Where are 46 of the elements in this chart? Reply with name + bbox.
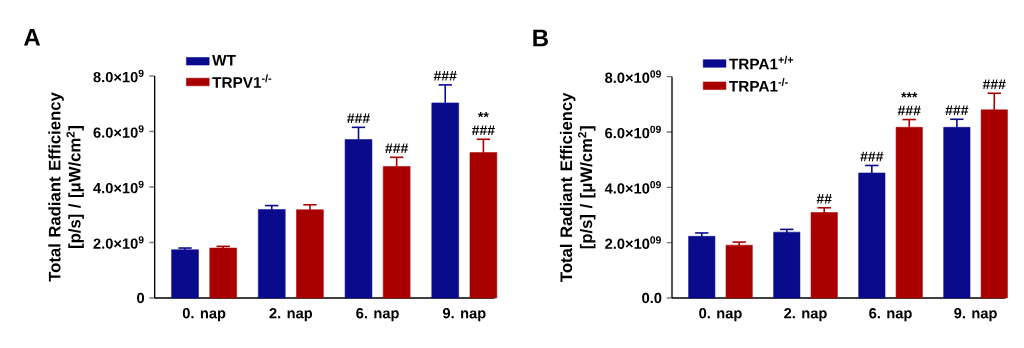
annotation: ##: [816, 194, 832, 204]
x-tick-label: 2. nap: [269, 308, 313, 322]
annotation: ***: [901, 92, 918, 98]
annotation: ###: [433, 71, 457, 81]
annotation: ###: [897, 105, 921, 116]
y-tick-label: 6.0×10$^{09}$: [605, 125, 661, 139]
legend-label: WT: [212, 54, 236, 66]
bar: [688, 236, 716, 299]
x-tick-label: 6. nap: [356, 308, 399, 322]
x-tick-label: 9. nap: [954, 308, 997, 322]
annotation: ###: [385, 143, 409, 154]
chart-title: B: [533, 29, 548, 47]
y-tick-label: 2.0×10$^{09}$: [605, 236, 661, 249]
annotation: ###: [982, 79, 1006, 89]
bar: [773, 231, 801, 299]
legend-label: TRPV1$^{-/-}$: [212, 74, 272, 88]
legend-label: TRPA1$^{+/+}$: [729, 55, 794, 70]
annotation: ###: [945, 105, 969, 115]
x-tick-label: 2. nap: [784, 308, 827, 322]
y-tick-label: 0: [137, 292, 145, 304]
bar: [209, 247, 237, 299]
bar: [258, 209, 286, 299]
y-tick-label: 8.0×10$^{09}$: [605, 70, 661, 83]
bar: [725, 244, 753, 299]
annotation: ###: [860, 151, 884, 162]
legend-label: TRPA1$^{-/-}$: [729, 77, 788, 92]
y-tick-label: 4.0×10$^{09}$: [604, 181, 661, 194]
annotation: ###: [347, 113, 370, 124]
annotation: **: [477, 112, 489, 118]
x-tick-label: 9. nap: [442, 308, 486, 322]
chart-title: A: [24, 29, 41, 46]
y-tick-label: 4.0×10$^{9}$: [93, 180, 144, 194]
x-tick-label: 6. nap: [869, 308, 912, 322]
y-tick-label: 8.0×10$^{9}$: [93, 69, 144, 83]
y-tick-label: 6.0×10$^{9}$: [93, 125, 144, 138]
x-tick-label: 0. nap: [699, 308, 742, 322]
bar: [943, 127, 971, 299]
y-tick-label: 2.0×10$^{9}$: [93, 236, 144, 249]
annotation: ###: [471, 125, 495, 135]
bar: [895, 127, 923, 299]
bar: [810, 212, 838, 299]
bar: [296, 209, 324, 299]
x-tick-label: 0. nap: [182, 308, 226, 322]
bar: [382, 166, 411, 299]
y-tick-label: 0.0: [642, 292, 662, 304]
bar: [171, 249, 199, 299]
